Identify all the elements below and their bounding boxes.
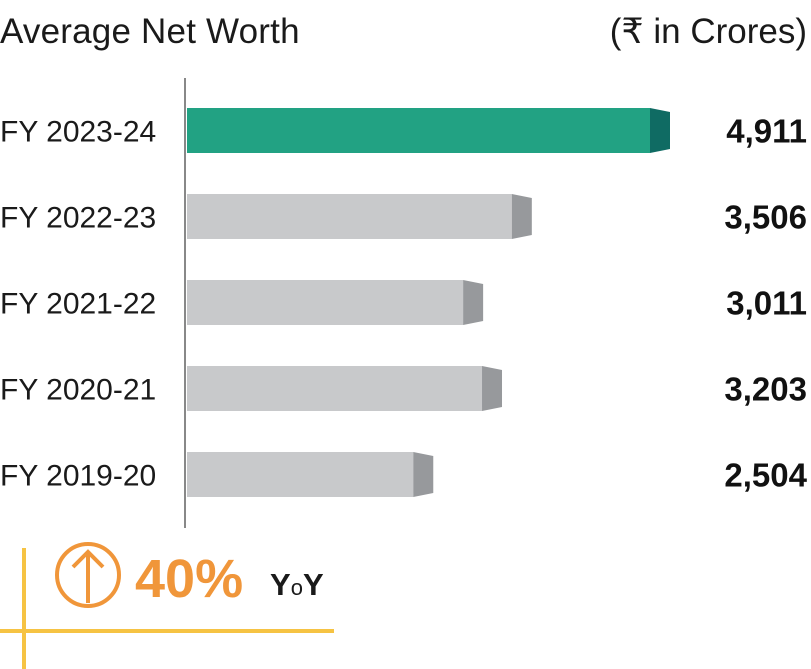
bars-group: FY 2023-24 4,911 FY 2022-23 3,506 FY 2021-22… <box>0 108 808 497</box>
bar-fy-2020-21 <box>187 366 483 411</box>
category-label: FY 2021-22 <box>0 288 156 321</box>
chart-title: Average Net Worth <box>0 12 300 51</box>
category-label: FY 2020-21 <box>0 374 156 407</box>
bar-end-cap-fy-2022-23 <box>511 194 532 239</box>
category-label: FY 2022-23 <box>0 202 156 235</box>
category-label: FY 2023-24 <box>0 116 156 149</box>
bar-end-cap-fy-2019-20 <box>413 452 434 497</box>
bar-end-cap-fy-2021-22 <box>463 280 484 325</box>
value-label: 4,911 <box>726 113 807 150</box>
up-arrow-circle-icon <box>55 542 121 608</box>
bar-fy-2019-20 <box>187 452 414 497</box>
bar-fy-2022-23 <box>187 194 512 239</box>
bar-fy-2021-22 <box>187 280 464 325</box>
category-label: FY 2019-20 <box>0 460 156 493</box>
unit-label: (₹ in Crores) <box>609 12 807 51</box>
value-label: 2,504 <box>724 457 807 494</box>
bar-end-cap-fy-2020-21 <box>482 366 503 411</box>
yoy-growth-value: 40% <box>135 549 244 609</box>
value-label: 3,011 <box>726 285 807 322</box>
bar-end-cap-fy-2023-24 <box>650 108 670 153</box>
yoy-suffix-o: o <box>290 575 303 600</box>
value-label: 3,506 <box>724 199 807 236</box>
value-label: 3,203 <box>724 371 807 408</box>
bar-fy-2023-24 <box>187 108 650 153</box>
yoy-suffix-y2: Y <box>302 567 324 602</box>
yoy-suffix-y1: Y <box>270 567 291 602</box>
yoy-suffix: YoY <box>270 567 324 603</box>
